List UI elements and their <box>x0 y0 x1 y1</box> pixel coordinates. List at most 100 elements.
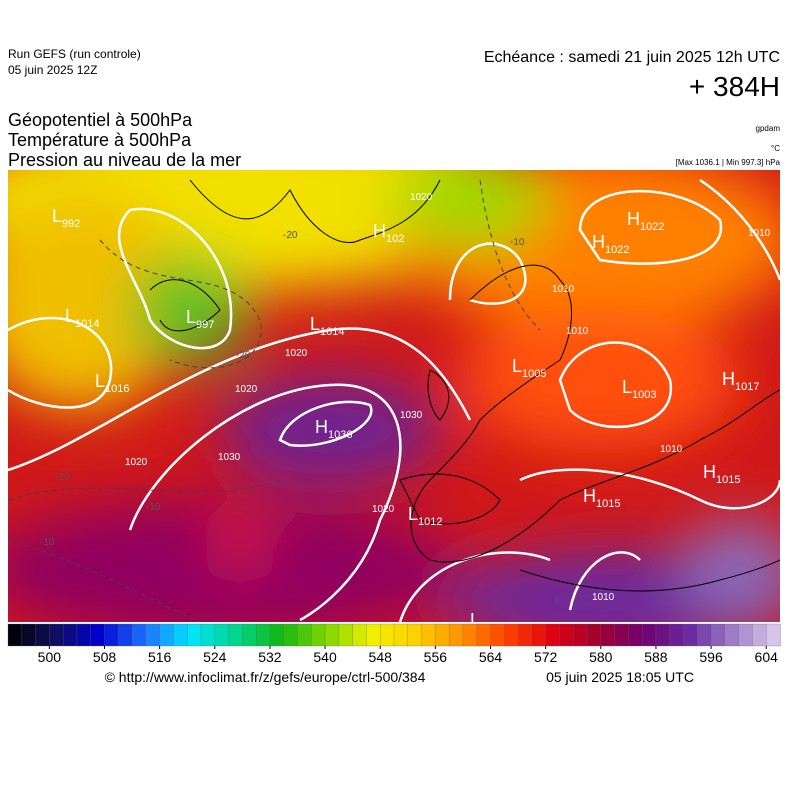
center-letter: L <box>52 206 62 226</box>
color-swatch <box>104 623 119 647</box>
color-swatch <box>324 623 340 647</box>
color-swatch <box>269 623 285 647</box>
color-swatch <box>352 623 368 647</box>
color-swatch <box>600 623 616 647</box>
color-swatch <box>683 623 698 647</box>
colorbar-tick-label: 548 <box>369 649 393 665</box>
center-letter: L <box>65 306 75 326</box>
contour-labels: 1020 1020 1020 1030 1030 1020 1010 1010 1010 1020… <box>40 192 771 603</box>
color-swatch <box>62 623 78 647</box>
pressure-center: H1015 <box>703 462 740 486</box>
color-swatch <box>118 623 133 647</box>
isobar-label: 1020 <box>125 457 148 468</box>
center-letter: H <box>722 369 735 389</box>
color-swatch <box>669 623 685 647</box>
center-value: 1017 <box>735 381 759 393</box>
color-swatch <box>407 623 423 647</box>
color-swatch <box>7 623 23 647</box>
center-letter: H <box>592 232 605 252</box>
center-value: 1005 <box>522 368 546 380</box>
color-swatch <box>462 623 478 647</box>
pressure-center: H1022 <box>627 209 664 233</box>
center-letter: H <box>315 417 328 437</box>
color-swatch <box>366 623 381 647</box>
center-value: 1012 <box>418 516 442 528</box>
color-swatch <box>338 623 354 647</box>
pressure-center: L1016 <box>95 371 130 395</box>
color-swatch <box>490 623 505 647</box>
color-swatch <box>187 623 202 647</box>
color-swatch <box>145 623 161 647</box>
color-swatch <box>311 623 326 647</box>
color-swatch <box>159 623 175 647</box>
center-value: 1036 <box>328 429 352 441</box>
center-letter: H <box>627 209 640 229</box>
color-swatch <box>49 623 64 647</box>
pressure-center: L1012 <box>408 504 443 528</box>
colorbar-tick-label: 516 <box>148 649 172 665</box>
color-swatch <box>738 623 754 647</box>
color-swatch <box>76 623 92 647</box>
coastlines <box>149 179 780 592</box>
pressure-center: L997 <box>186 307 214 331</box>
colorbar-tick-label: 508 <box>93 649 117 665</box>
center-value: 992 <box>62 218 80 230</box>
center-letter: H <box>703 462 716 482</box>
color-swatch <box>131 623 147 647</box>
color-swatch <box>21 623 37 647</box>
color-swatch <box>283 623 299 647</box>
source: © http://www.infoclimat.fr/z/gefs/europe… <box>105 669 426 685</box>
center-value: 1015 <box>716 474 740 486</box>
center-value: 1003 <box>632 389 656 401</box>
center-letter: L <box>186 307 196 327</box>
center-value: 1016 <box>105 383 129 395</box>
colorbar-tick-label: 500 <box>38 649 62 665</box>
color-swatch <box>559 623 574 647</box>
center-letter: L <box>622 377 632 397</box>
pressure-center: L1005 <box>512 356 547 380</box>
color-swatch <box>200 623 216 647</box>
color-swatch <box>380 623 395 647</box>
isotherm-label: -10 <box>510 237 525 248</box>
colorbar-tick-label: 532 <box>258 649 282 665</box>
pressure-center: H1022 <box>592 232 629 256</box>
pressure-center: H1017 <box>722 369 759 393</box>
color-swatch <box>255 623 271 647</box>
isotherm-label: -20 <box>236 350 251 361</box>
isobar-label: 1030 <box>218 452 241 463</box>
pressure-center: H1015 <box>583 486 620 510</box>
colorbar-tick-label: 540 <box>313 649 337 665</box>
pressure-center: L1003 <box>622 377 657 401</box>
center-letter: L <box>95 371 105 391</box>
colorbar-tick-label: 588 <box>644 649 668 665</box>
color-swatch <box>545 623 561 647</box>
center-value: 1022 <box>640 221 664 233</box>
run-date: 05 juin 2025 12Z <box>8 63 97 77</box>
color-swatch <box>173 623 188 647</box>
color-swatch <box>297 623 312 647</box>
center-value: 1014 <box>320 326 344 338</box>
color-swatch <box>752 623 767 647</box>
pressure-center: L1014 <box>65 306 100 330</box>
color-swatch <box>214 623 230 647</box>
center-value: 1014 <box>75 318 99 330</box>
color-swatch <box>435 623 450 647</box>
isobar-label: 1010 <box>660 444 683 455</box>
unit: °C <box>771 144 780 153</box>
color-swatch <box>655 623 671 647</box>
color-swatch <box>448 623 464 647</box>
isobar-label: 1030 <box>400 410 423 421</box>
run: Run GEFS (run controle) <box>8 47 141 61</box>
color-swatch <box>90 623 106 647</box>
pressure-center: L1003 <box>470 610 505 634</box>
isobar-label: 1020 <box>410 192 433 203</box>
isobar-label: 1010 <box>552 284 575 295</box>
color-swatch <box>242 623 257 647</box>
isobar-label: 1010 <box>592 592 615 603</box>
created: 05 juin 2025 18:05 UTC <box>546 669 694 685</box>
lead-time: + 384H <box>689 71 780 102</box>
colorbar-tick-label: 604 <box>755 649 779 665</box>
center-letter: L <box>408 504 418 524</box>
